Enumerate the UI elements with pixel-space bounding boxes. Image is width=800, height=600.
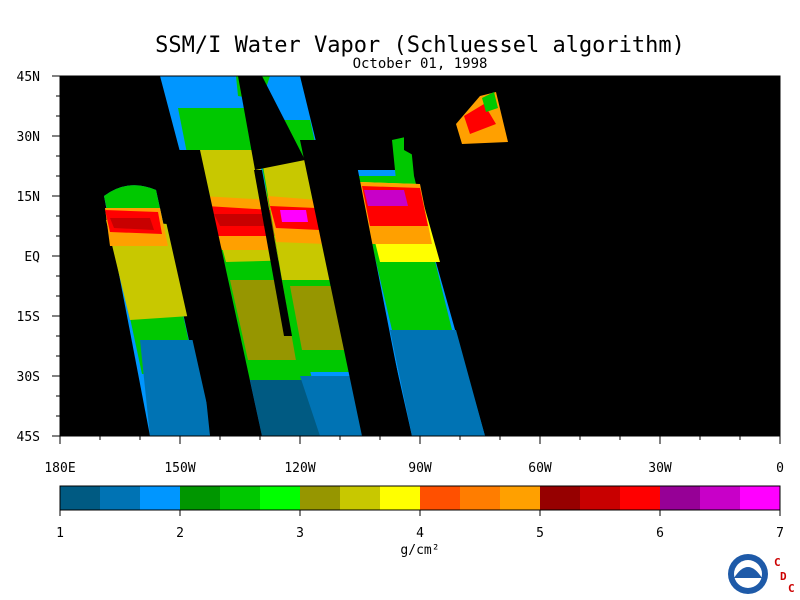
colorbar-label-4: 4 [416,526,424,541]
colorbar-swatch [580,486,621,510]
noaa-logo-text: NOAA [741,561,756,568]
colorbar-swatch [380,486,421,510]
colorbar-label-1: 1 [56,526,64,541]
lon-label-150w: 150W [164,461,195,476]
colorbar-swatches [60,486,781,510]
colorbar-label-6: 6 [656,526,664,541]
colorbar-swatch [60,486,101,510]
colorbar-swatch [740,486,781,510]
colorbar-label-7: 7 [776,526,784,541]
lat-label-45n: 45N [17,70,40,85]
lat-label-15n: 15N [17,190,40,205]
lat-label-eq: EQ [24,250,40,265]
colorbar-ticks [59,510,781,516]
cdc-logo: C D C [774,556,795,595]
noaa-logo-bird [734,567,762,578]
colorbar-swatch [260,486,301,510]
map-title: SSM/I Water Vapor (Schluessel algorithm) [155,33,685,58]
colorbar-swatch [700,486,741,510]
swath-4 [352,170,485,436]
map-subtitle: October 01, 1998 [353,56,488,72]
colorbar-swatch [220,486,261,510]
data-gaps [150,76,440,436]
colorbar-swatch [500,486,541,510]
longitude-labels: 180E 150W 120W 90W 60W 30W 0 [44,461,784,476]
colorbar-label-5: 5 [536,526,544,541]
colorbar-swatch [140,486,181,510]
latitude-labels: 45N 30N 15N EQ 15S 30S 45S [17,70,41,445]
lat-label-30s: 30S [17,370,40,385]
colorbar-swatch [300,486,341,510]
lon-label-180e: 180E [44,461,75,476]
colorbar-label-2: 2 [176,526,184,541]
lat-label-45s: 45S [17,430,40,445]
lon-label-60w: 60W [528,461,552,476]
colorbar-swatch [180,486,221,510]
satellite-swaths [104,76,508,436]
lon-label-90w: 90W [408,461,432,476]
lon-label-120w: 120W [284,461,315,476]
colorbar-swatch [460,486,501,510]
lat-label-30n: 30N [17,130,40,145]
colorbar-swatch [420,486,461,510]
colorbar: 1 2 3 4 5 6 7 g/cm² [56,485,784,558]
cdc-letter-c2: C [788,582,795,595]
lon-label-0: 0 [776,461,784,476]
colorbar-swatch [660,486,701,510]
lon-label-30w: 30W [648,461,672,476]
cdc-letter-c1: C [774,556,781,569]
colorbar-swatch [620,486,661,510]
lat-label-15s: 15S [17,310,40,325]
swath-1 [104,185,210,436]
noaa-logo: NOAA [728,554,768,594]
colorbar-unit-label: g/cm² [400,543,439,558]
cdc-letter-d: D [780,570,787,583]
map-ticks [52,75,781,444]
colorbar-swatch [540,486,581,510]
colorbar-swatch [340,486,381,510]
colorbar-label-3: 3 [296,526,304,541]
colorbar-swatch [100,486,141,510]
map-panel [52,75,781,444]
